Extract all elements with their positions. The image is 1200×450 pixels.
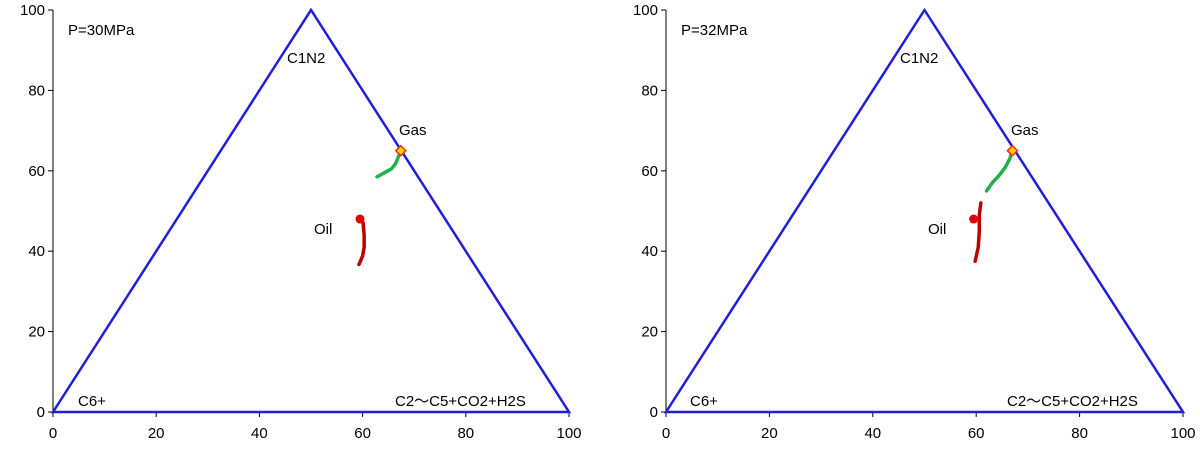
y-tick-label: 20 [641,324,658,341]
annotation-apex-right: C2～C5+CO2+H2S [1007,393,1138,410]
oil-point-marker [355,214,365,224]
annotation-pressure: P=30MPa [68,22,135,39]
annotation-pressure: P=32MPa [681,22,748,39]
annotation-oil: Oil [928,221,946,238]
y-tick-label: 100 [20,2,45,19]
x-tick-label: 40 [251,425,268,442]
oil-curve [357,221,366,267]
y-tick-label: 60 [641,163,658,180]
gas-point-marker [1006,144,1019,157]
x-tick-label: 80 [1071,425,1088,442]
oil-curve [973,201,983,263]
ternary-panel: 0 20 40 60 80 100 0 20 40 60 80 100 P=30MPa C1N2 C6+ C2… [20,2,582,442]
ternary-panel: 0 20 40 60 80 100 0 20 40 60 80 100 P=32MPa C1N2 C6+ C2… [633,2,1196,442]
annotation-oil: Oil [314,221,332,238]
y-tick-label: 0 [37,404,45,421]
x-tick-label: 100 [556,425,581,442]
x-tick-label: 100 [1170,425,1195,442]
y-tick-label: 40 [28,243,45,260]
y-tick-label: 80 [28,82,45,99]
y-tick-label: 80 [641,82,658,99]
x-tick-label: 0 [662,425,670,442]
annotation-apex-left: C6+ [78,393,106,410]
annotation-apex-right: C2～C5+CO2+H2S [395,393,526,410]
ternary-triangle [663,7,1186,414]
y-tick-label: 100 [633,2,658,19]
x-tick-label: 80 [457,425,474,442]
annotation-apex-top: C1N2 [287,50,325,67]
y-tick-label: 40 [641,243,658,260]
oil-point-marker [969,214,979,224]
y-tick-label: 0 [650,404,658,421]
gas-curve [375,148,403,179]
gas-curve [984,148,1015,193]
x-tick-label: 20 [761,425,778,442]
y-tick-label: 20 [28,324,45,341]
ternary-triangle [50,7,572,414]
x-tick-label: 60 [354,425,371,442]
gas-point-marker [394,144,407,157]
annotation-gas: Gas [399,122,427,139]
annotation-apex-left: C6+ [690,393,718,410]
x-tick-label: 40 [864,425,881,442]
y-tick-label: 60 [28,163,45,180]
x-tick-label: 60 [968,425,985,442]
annotation-gas: Gas [1011,122,1039,139]
x-tick-label: 20 [148,425,165,442]
annotation-apex-top: C1N2 [900,50,938,67]
x-tick-label: 0 [49,425,57,442]
